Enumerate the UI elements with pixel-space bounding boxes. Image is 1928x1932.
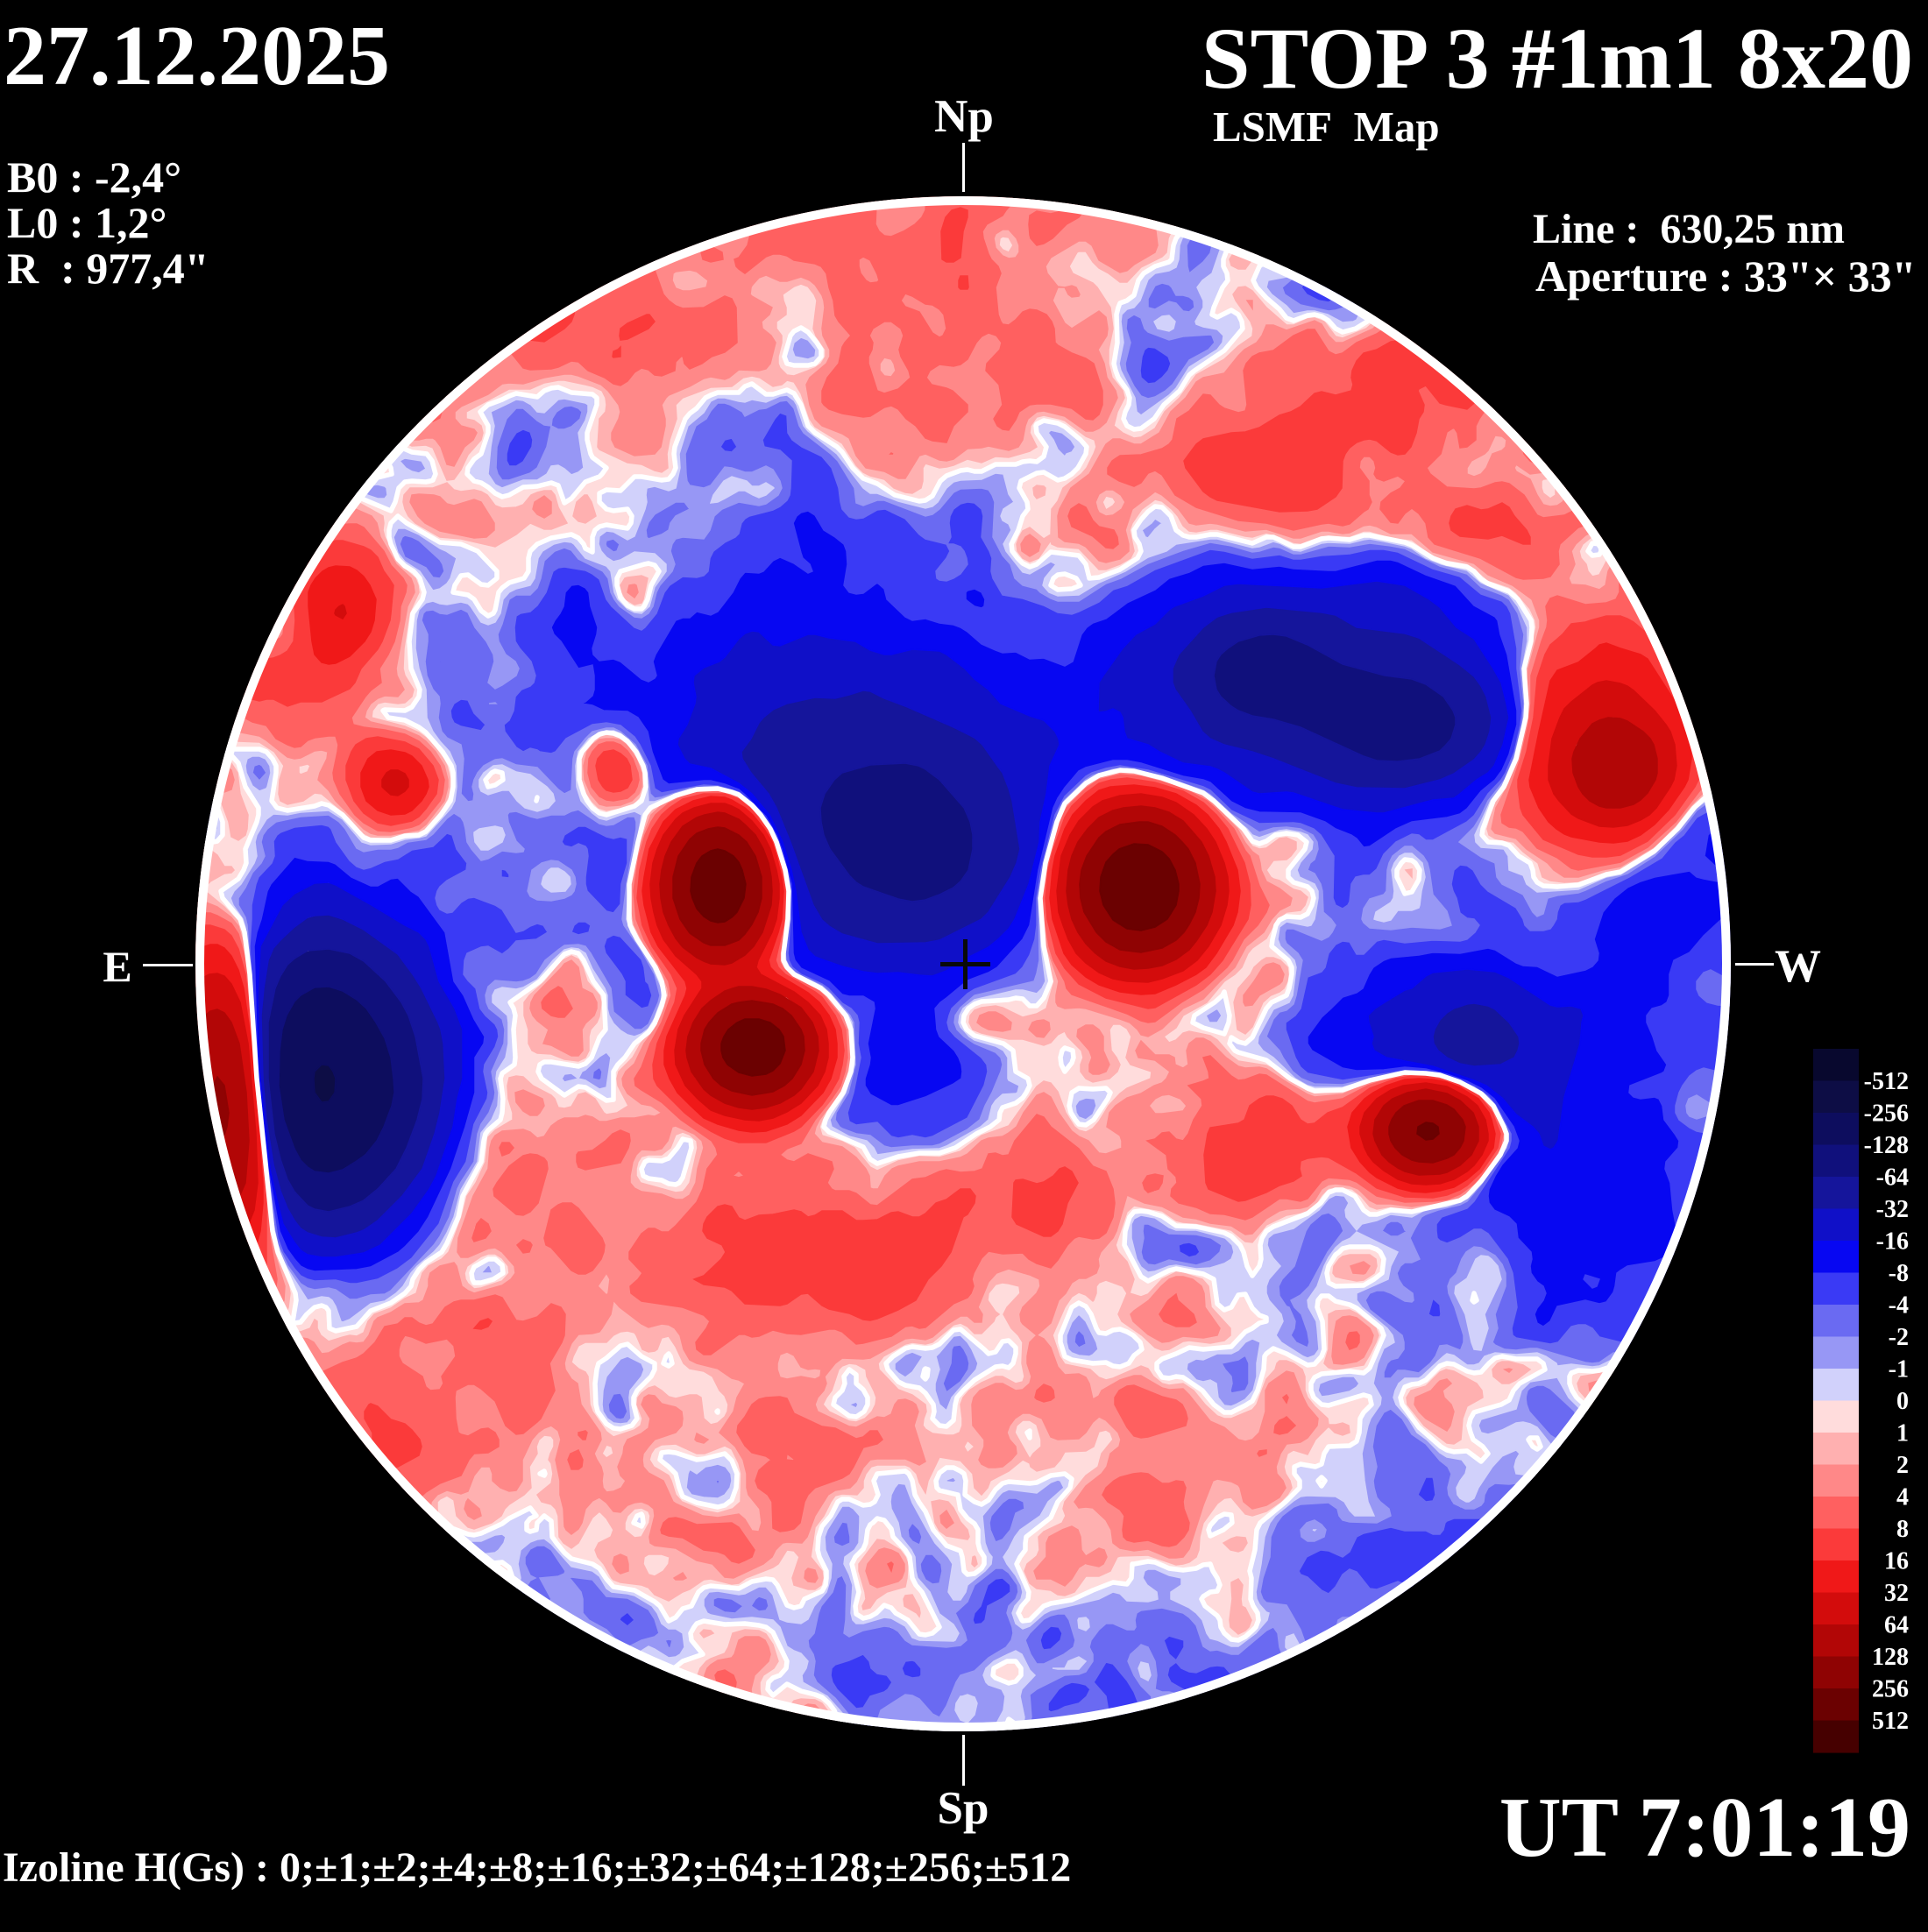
svg-text:32: 32: [1884, 1580, 1909, 1607]
svg-text:0: 0: [1896, 1388, 1909, 1415]
svg-text:-512: -512: [1864, 1068, 1909, 1095]
svg-text:Aperture : 33"× 33": Aperture : 33"× 33": [1535, 251, 1916, 301]
svg-text:Line : 630,25 nm: Line : 630,25 nm: [1533, 206, 1845, 252]
svg-text:-8: -8: [1889, 1260, 1909, 1287]
svg-text:-16: -16: [1876, 1228, 1909, 1256]
svg-text:-64: -64: [1876, 1164, 1909, 1192]
svg-text:LSMF Map: LSMF Map: [1213, 103, 1440, 151]
svg-text:Izoline H(Gs) : 0;±1;±2;±4;±8;: Izoline H(Gs) : 0;±1;±2;±4;±8;±16;±32;±6…: [3, 1844, 1071, 1891]
svg-text:64: 64: [1884, 1612, 1909, 1639]
svg-text:E: E: [103, 942, 131, 991]
svg-text:Sp: Sp: [938, 1783, 989, 1834]
svg-text:-256: -256: [1864, 1100, 1909, 1128]
svg-text:512: 512: [1872, 1708, 1909, 1735]
svg-text:L0 : 1,2°: L0 : 1,2°: [7, 198, 167, 247]
svg-text:UT 7:01:19: UT 7:01:19: [1499, 1780, 1910, 1875]
svg-text:R : 977,4": R : 977,4": [7, 244, 209, 293]
svg-text:STOP 3 #1m1 8x20: STOP 3 #1m1 8x20: [1201, 10, 1913, 107]
svg-text:-32: -32: [1876, 1196, 1909, 1223]
svg-text:128: 128: [1872, 1644, 1909, 1671]
svg-text:4: 4: [1896, 1484, 1909, 1511]
svg-text:-128: -128: [1864, 1132, 1909, 1159]
svg-text:27.12.2025: 27.12.2025: [4, 9, 390, 103]
svg-text:Np: Np: [934, 91, 994, 142]
svg-text:-4: -4: [1889, 1292, 1909, 1320]
svg-text:8: 8: [1896, 1516, 1909, 1543]
svg-text:-1: -1: [1889, 1356, 1909, 1384]
svg-text:16: 16: [1884, 1548, 1909, 1575]
svg-text:2: 2: [1896, 1452, 1909, 1479]
svg-text:1: 1: [1896, 1420, 1909, 1447]
svg-text:-2: -2: [1889, 1324, 1909, 1351]
svg-text:B0 : -2,4°: B0 : -2,4°: [7, 152, 181, 202]
svg-text:W: W: [1775, 941, 1821, 992]
svg-text:256: 256: [1872, 1676, 1909, 1703]
